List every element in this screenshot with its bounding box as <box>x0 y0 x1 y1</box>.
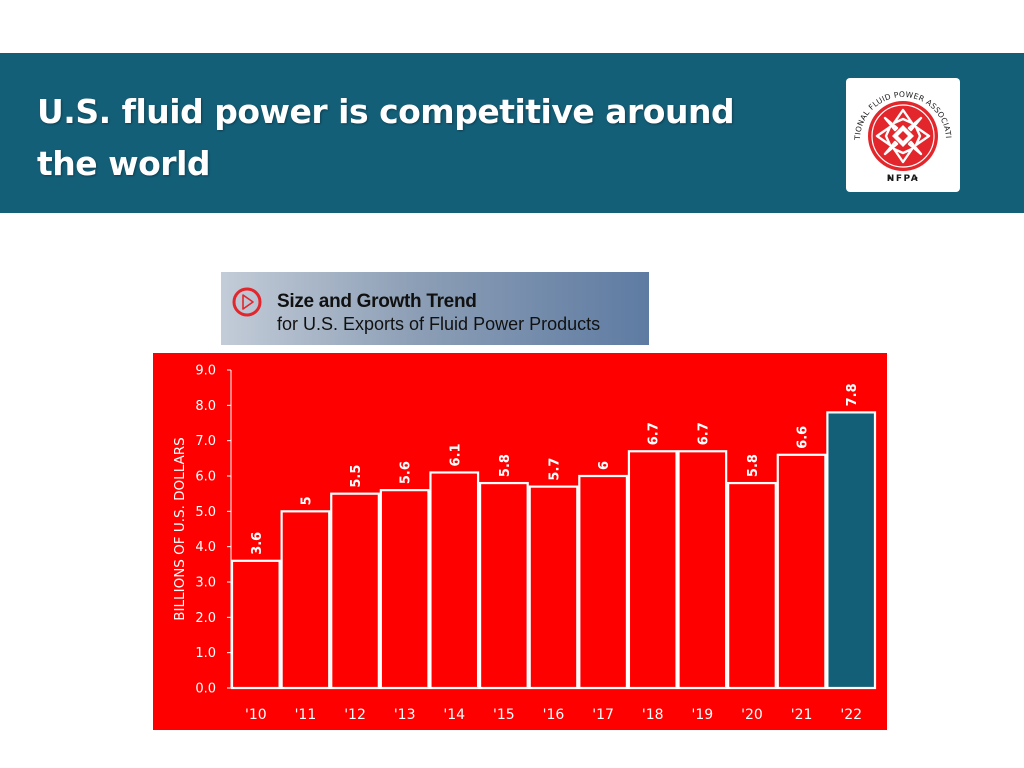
x-tick-label: '21 <box>791 707 813 723</box>
x-tick-label: '20 <box>741 707 763 723</box>
bar <box>677 450 728 690</box>
y-ticks: 0.0 1.0 2.0 3.0 4.0 5.0 6.0 7.0 8.0 9.0 <box>195 364 231 697</box>
y-tick-label: 5.0 <box>195 505 216 520</box>
data-label: 3.6 <box>250 532 265 555</box>
x-tick-label: '18 <box>642 707 664 723</box>
play-circle-icon <box>232 287 262 317</box>
y-tick-label: 9.0 <box>195 364 216 379</box>
page-title: U.S. fluid power is competitive around t… <box>37 86 797 190</box>
data-label: 5.7 <box>548 458 563 481</box>
x-tick-label: '15 <box>493 707 515 723</box>
nfpa-emblem-icon: NATIONAL FLUID POWER ASSOCIATION NFPA <box>843 71 953 184</box>
bar <box>330 492 380 690</box>
data-labels: 3.6 5 5.5 5.6 6.1 5.8 5.7 6 6.7 6.7 5.8 6.6 7.8 <box>250 383 860 554</box>
y-tick-label: 3.0 <box>195 576 216 591</box>
x-tick-label: '13 <box>394 707 416 723</box>
bar <box>776 453 827 690</box>
y-tick-label: 6.0 <box>195 470 216 485</box>
data-label: 6.7 <box>696 422 711 445</box>
y-tick-label: 4.0 <box>195 540 216 555</box>
bar <box>826 411 877 690</box>
y-axis-label: BILLIONS OF U.S. DOLLARS <box>172 437 188 620</box>
data-label: 5.6 <box>399 461 414 484</box>
x-tick-label: '19 <box>692 707 714 723</box>
data-label: 6.6 <box>796 426 811 449</box>
banner-title: Size and Growth Trend <box>277 291 477 312</box>
data-label: 5.8 <box>746 454 761 477</box>
logo-abbr: NFPA <box>887 174 919 184</box>
data-label: 6 <box>597 461 612 470</box>
y-tick-label: 7.0 <box>195 434 216 449</box>
nfpa-logo: NATIONAL FLUID POWER ASSOCIATION NFPA <box>843 71 960 192</box>
banner-subtitle: for U.S. Exports of Fluid Power Products <box>277 314 601 334</box>
chart-banner <box>221 272 649 345</box>
bar <box>280 510 331 690</box>
data-label: 6.1 <box>448 443 463 466</box>
x-tick-label: '10 <box>245 707 267 723</box>
data-label: 5.5 <box>349 465 364 488</box>
bar <box>478 481 529 690</box>
data-label: 5.8 <box>498 454 513 477</box>
y-tick-label: 0.0 <box>195 682 216 697</box>
y-tick-label: 8.0 <box>195 399 216 414</box>
bar <box>429 471 480 690</box>
data-label: 6.7 <box>647 422 662 445</box>
chart-canvas: 0.0 1.0 2.0 3.0 4.0 5.0 6.0 7.0 8.0 9.0 3.6 5 5.5 5.… <box>172 364 877 723</box>
bar <box>627 450 678 690</box>
y-tick-label: 1.0 <box>195 646 216 661</box>
page-title-line-2: the world <box>37 144 211 183</box>
x-tick-label: '11 <box>295 707 317 723</box>
bar <box>578 474 629 690</box>
data-label: 5 <box>299 496 314 505</box>
bar <box>727 481 777 690</box>
bar <box>528 485 579 690</box>
bars <box>230 411 877 690</box>
bar <box>379 489 430 690</box>
x-tick-label: '14 <box>443 707 465 723</box>
x-tick-label: '16 <box>543 707 565 723</box>
y-tick-label: 2.0 <box>195 611 216 626</box>
x-ticks: '10 '11 '12 '13 '14 '15 '16 '17 '18 '19 '20 '21 '22 <box>245 707 862 723</box>
exports-bar-chart: 0.0 1.0 2.0 3.0 4.0 5.0 6.0 7.0 8.0 9.0 3.6 5 5.5 5.… <box>153 353 887 730</box>
bar <box>230 559 281 690</box>
x-tick-label: '22 <box>840 707 862 723</box>
data-label: 7.8 <box>845 383 860 406</box>
page-title-line-1: U.S. fluid power is competitive around <box>37 92 735 131</box>
x-tick-label: '17 <box>592 707 614 723</box>
x-tick-label: '12 <box>344 707 366 723</box>
